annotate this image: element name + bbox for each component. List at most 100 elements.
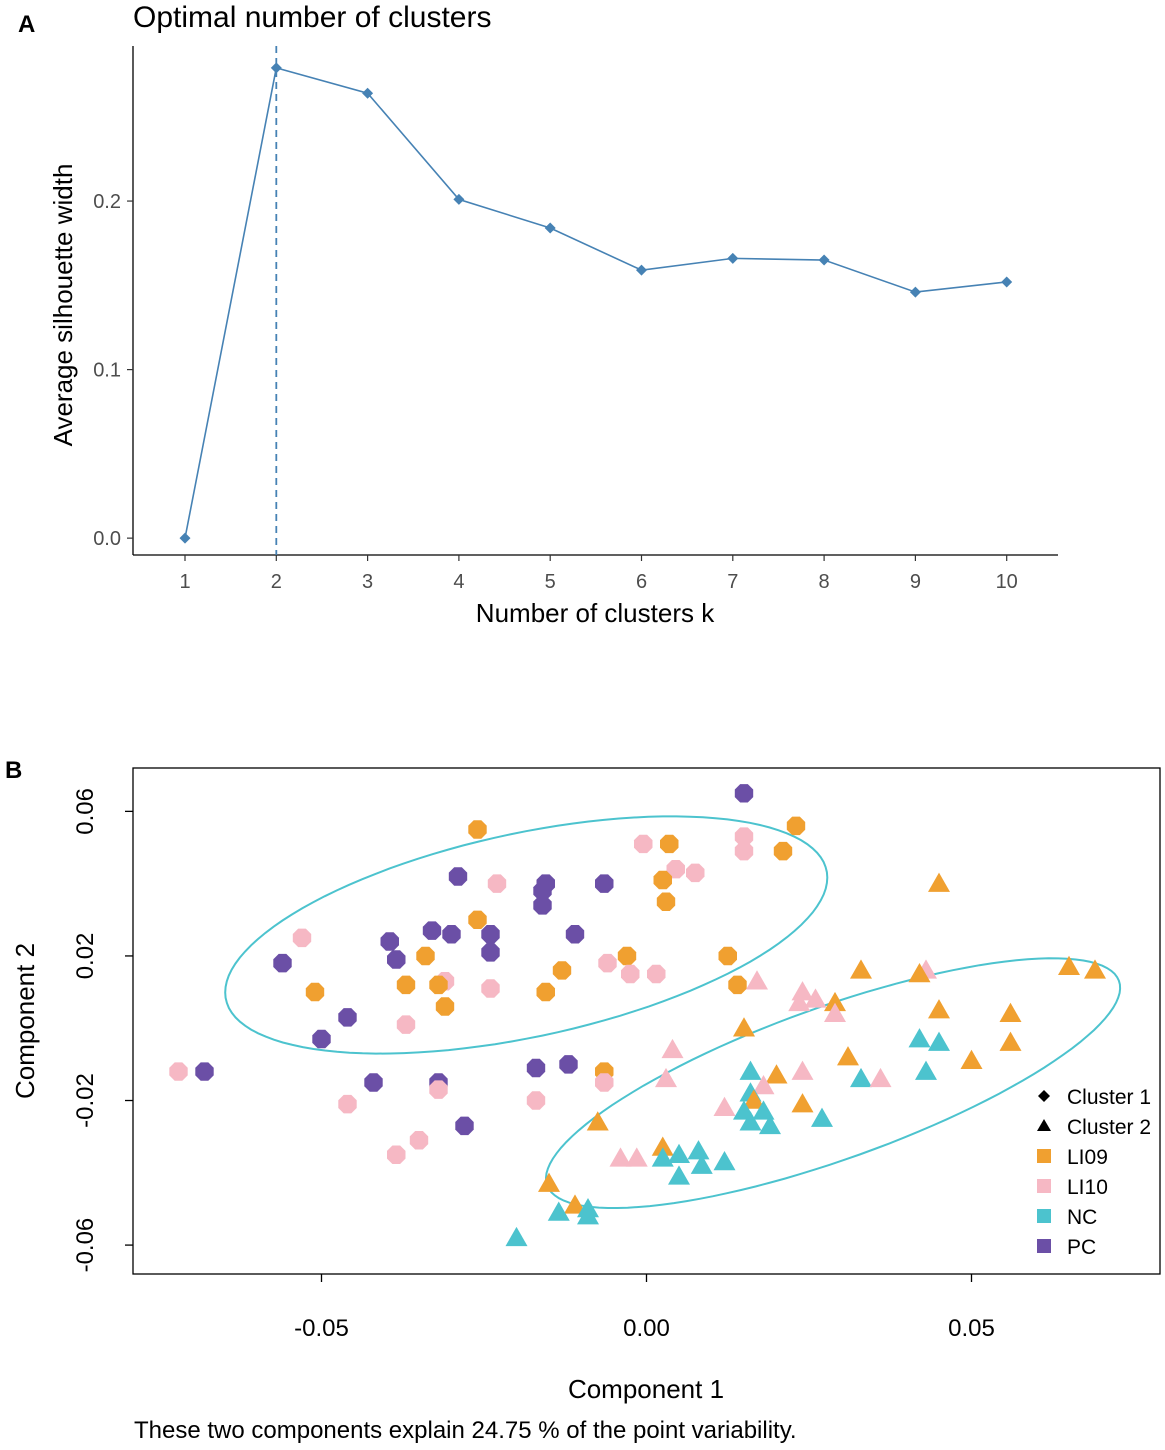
panel-a-label: A [18, 11, 35, 38]
point-cluster2-li10 [661, 1038, 684, 1059]
point-cluster1-li09 [429, 975, 448, 995]
point-cluster2-nc [752, 1100, 775, 1120]
legend-label: LI10 [1067, 1176, 1108, 1199]
point-cluster1-pc [312, 1029, 331, 1049]
point-cluster1-li09 [305, 982, 325, 1002]
legend-label: PC [1067, 1236, 1096, 1259]
x-tick-label: 4 [453, 571, 464, 593]
point-cluster2-li09 [564, 1194, 586, 1214]
silhouette-point [362, 87, 374, 99]
point-cluster1-pc [526, 1058, 546, 1078]
y-tick-label: -0.02 [72, 1073, 99, 1128]
point-cluster1-li10 [595, 1073, 614, 1092]
chart-b-legend: Cluster 1 Cluster 2 LI09 LI10 NC PC [1037, 1086, 1151, 1259]
y-tick-label: 0.1 [93, 360, 121, 382]
point-cluster2-li09 [999, 1031, 1022, 1051]
legend-swatch-pc [1037, 1239, 1051, 1253]
point-cluster2-li10 [804, 988, 827, 1008]
point-cluster1-li09 [718, 946, 737, 966]
point-cluster1-li10 [666, 860, 685, 879]
pca-points [169, 784, 1106, 1247]
silhouette-point [1001, 276, 1013, 288]
chart-a-x-ticks: 1 2 3 4 5 6 7 8 9 10 [179, 555, 1018, 593]
point-cluster2-li09 [928, 872, 950, 892]
point-cluster1-li09 [552, 961, 572, 980]
x-tick-label: 0.00 [623, 1315, 670, 1342]
legend-label: Cluster 1 [1067, 1086, 1151, 1109]
chart-b-x-ticks: -0.05 0.00 0.05 [294, 1274, 995, 1342]
panel-b: B -0.05 0.00 0.05 0.06 0.02 -0.02 -0.06 Clust… [5, 757, 1161, 1444]
point-cluster2-nc [739, 1111, 762, 1131]
y-tick-label: -0.06 [72, 1218, 99, 1273]
x-tick-label: 2 [271, 571, 282, 593]
point-cluster2-nc [668, 1165, 690, 1185]
point-cluster2-li10 [609, 1147, 632, 1167]
point-cluster2-li09 [824, 991, 846, 1012]
x-tick-label: 7 [727, 571, 738, 593]
point-cluster2-nc [908, 1028, 931, 1048]
silhouette-point [636, 264, 647, 276]
point-cluster1-li10 [526, 1091, 546, 1110]
point-cluster2-li09 [999, 1002, 1022, 1023]
point-cluster2-li09 [733, 1017, 755, 1037]
point-cluster2-nc [651, 1147, 674, 1167]
point-cluster1-li09 [660, 834, 679, 854]
chart-a-x-label: Number of clusters k [476, 598, 715, 628]
silhouette-series-line [184, 66, 1007, 539]
point-cluster1-li09 [468, 910, 487, 929]
point-cluster2-li09 [837, 1046, 859, 1066]
silhouette-points [179, 62, 1013, 544]
point-cluster2-li10 [824, 1002, 846, 1023]
point-cluster2-li09 [1058, 955, 1080, 976]
point-cluster1-pc [448, 867, 468, 886]
point-cluster2-nc [739, 1060, 762, 1080]
point-cluster2-li09 [928, 999, 950, 1019]
point-cluster1-li10 [598, 953, 617, 973]
point-cluster1-li09 [416, 946, 435, 966]
point-cluster1-li09 [435, 997, 455, 1016]
point-cluster1-li10 [481, 979, 500, 998]
point-cluster2-nc [547, 1201, 570, 1221]
point-cluster1-li09 [653, 870, 672, 890]
chart-b-caption: These two components explain 24.75 % of … [134, 1417, 797, 1444]
point-cluster1-pc [565, 925, 585, 944]
point-cluster2-nc [811, 1107, 833, 1127]
x-tick-label: 8 [819, 571, 830, 593]
point-cluster1-li10 [634, 834, 653, 854]
cluster-ellipse [224, 815, 829, 1055]
point-cluster2-li10 [625, 1147, 648, 1167]
point-cluster1-pc [595, 874, 614, 893]
legend-label: LI09 [1067, 1146, 1108, 1169]
point-cluster1-li10 [169, 1062, 188, 1081]
point-cluster1-pc [559, 1055, 578, 1074]
point-cluster1-li09 [656, 892, 676, 911]
panel-a: A Optimal number of clusters 0.0 0.1 0.2 1… [18, 1, 1058, 628]
legend-label: NC [1067, 1206, 1097, 1229]
point-cluster1-pc [387, 950, 406, 969]
x-tick-label: 3 [362, 571, 373, 593]
point-cluster2-li10 [746, 970, 768, 990]
point-cluster1-li09 [468, 820, 487, 839]
point-cluster2-li10 [788, 991, 811, 1012]
point-cluster1-li10 [734, 827, 754, 846]
point-cluster1-li10 [621, 964, 640, 984]
point-cluster1-li10 [487, 874, 507, 893]
point-cluster1-pc [481, 943, 500, 962]
point-cluster2-li10 [869, 1067, 892, 1088]
y-tick-label: 0.0 [93, 528, 121, 550]
point-cluster1-li09 [536, 982, 555, 1002]
x-tick-label: 6 [636, 571, 647, 593]
point-cluster1-li09 [396, 975, 416, 995]
point-cluster1-li09 [773, 841, 793, 861]
point-cluster1-pc [338, 1008, 357, 1027]
point-cluster2-li09 [850, 959, 872, 979]
silhouette-point [544, 222, 556, 234]
point-cluster2-nc [505, 1226, 528, 1247]
silhouette-point [179, 532, 191, 544]
point-cluster1-pc [273, 953, 292, 973]
point-cluster1-li10 [292, 928, 312, 948]
x-tick-label: 5 [545, 571, 556, 593]
point-cluster2-nc [690, 1154, 713, 1174]
point-cluster2-li09 [791, 1093, 814, 1113]
point-cluster1-pc [195, 1062, 214, 1081]
